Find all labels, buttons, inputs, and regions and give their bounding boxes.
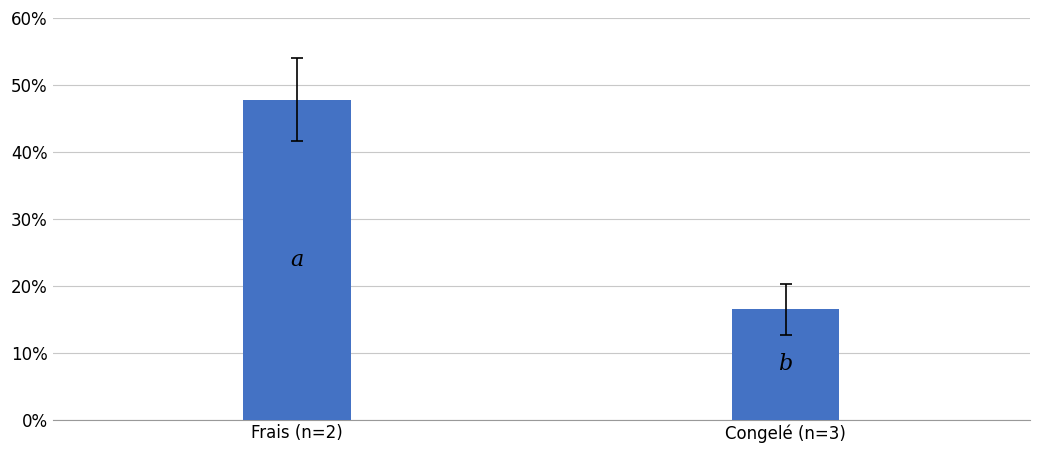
Bar	[732, 309, 839, 419]
Text: b: b	[779, 353, 793, 375]
Text: a: a	[290, 249, 304, 271]
Bar	[244, 100, 351, 419]
